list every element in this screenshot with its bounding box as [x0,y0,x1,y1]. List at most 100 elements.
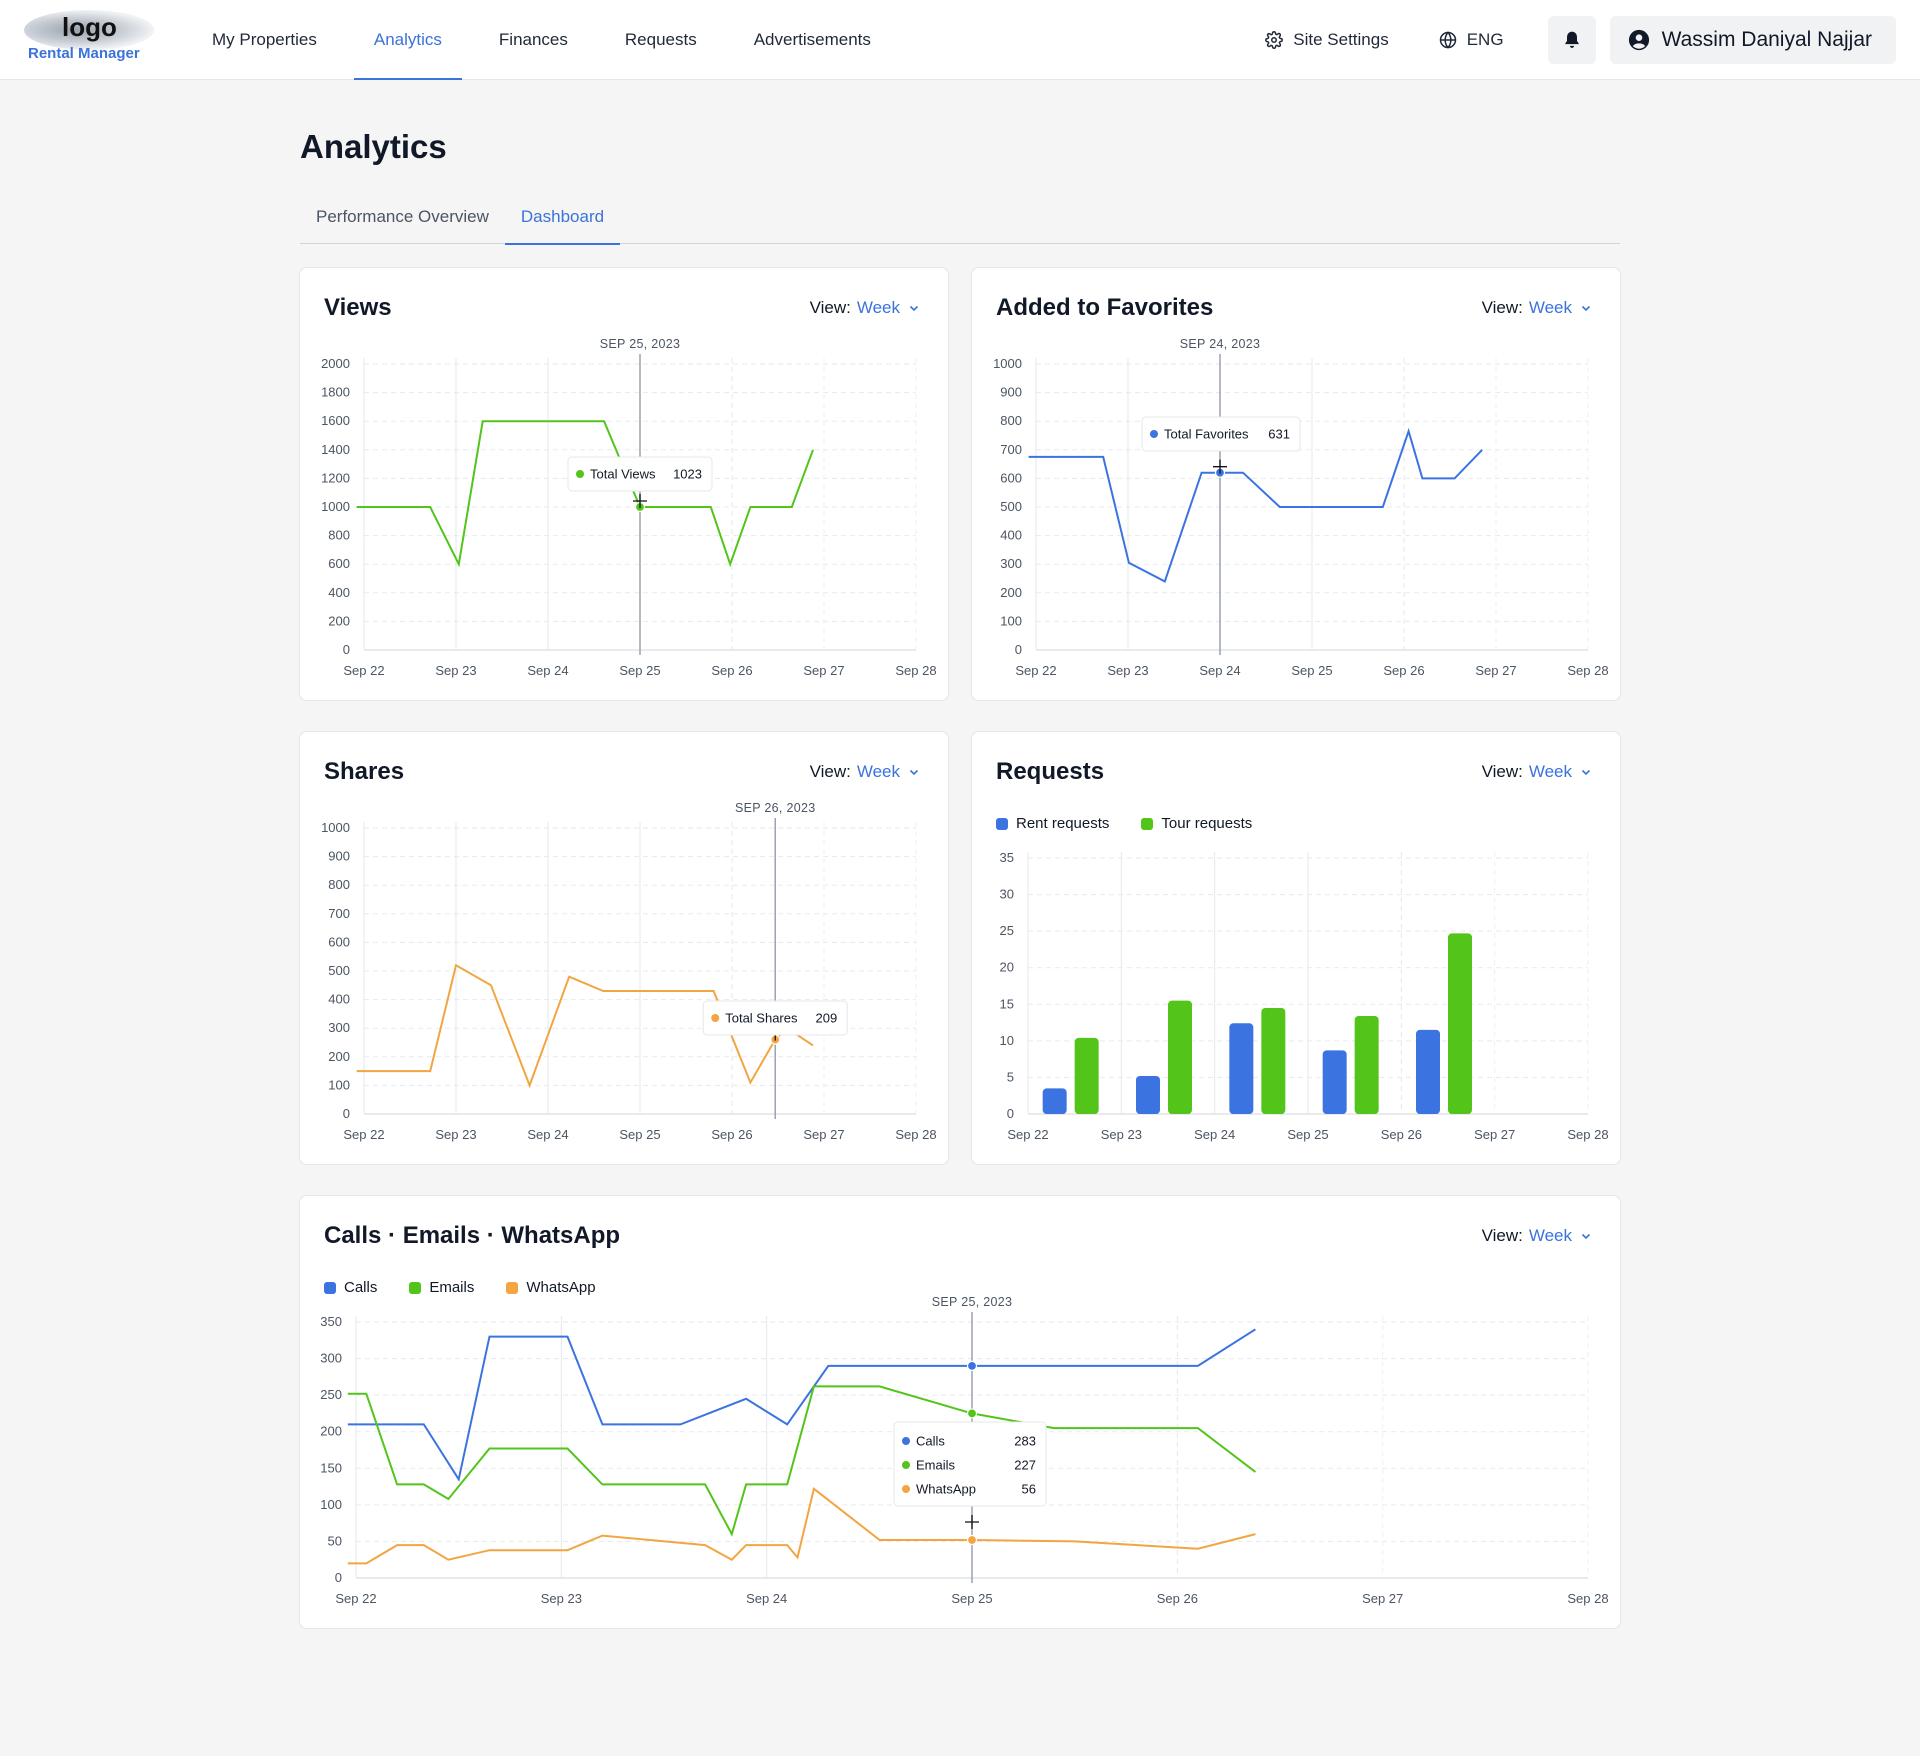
x-tick-label: Sep 28 [1567,663,1608,678]
bar-rent-requests [1042,1088,1067,1114]
views-chart[interactable]: 0 200 400 600 800 1000 1200 1400 1600 1800 2000 Sep… [300,268,950,702]
series-line-total-favorites [1028,427,1483,583]
view-value: Week [856,298,900,317]
views-card-title: Views [324,294,392,321]
tooltip-value: 1023 [673,467,702,482]
x-tick-label: Sep 26 [1381,1127,1422,1142]
crosshair-date-label: SEP 26, 2023 [735,801,816,815]
y-tick-label: 400 [328,992,350,1007]
x-tick-label: Sep 25 [1291,663,1332,678]
nav-finances[interactable]: Finances [498,30,568,49]
series-line-calls [347,1328,1256,1482]
tooltip-label: Total Favorites [1164,427,1249,442]
nav-requests[interactable]: Requests [624,30,697,49]
legend-item-emails[interactable]: Emails [409,1279,474,1296]
favorites-chart[interactable]: 0 100 200 300 400 500 600 700 800 900 1000 Sep 22 Se… [972,268,1622,702]
bar-rent-requests [1229,1023,1254,1114]
x-tick-label: Sep 27 [1474,1127,1515,1142]
y-tick-label: 700 [1000,442,1022,457]
cursor-crosshair-icon [633,494,647,508]
site-settings-label: Site Settings [1293,30,1389,49]
chart-tooltip: Total Views 1023 [567,456,713,492]
y-tick-label: 100 [320,1497,342,1512]
y-tick-label: 1400 [321,442,350,457]
nav-advertisements[interactable]: Advertisements [753,30,871,49]
tooltip-dot [902,1461,910,1469]
legend-item-whatsapp[interactable]: WhatsApp [506,1279,596,1296]
bar-tour-requests [1354,1015,1379,1114]
tab-dashboard[interactable]: Dashboard [504,200,621,245]
nav-analytics[interactable]: Analytics [353,0,462,80]
y-tick-label: 10 [1000,1033,1014,1048]
bar-rent-requests [1416,1029,1440,1114]
logo-subtitle: Rental Manager [28,45,140,62]
legend-item-rent-requests[interactable]: Rent requests [996,815,1109,832]
language-label: ENG [1466,30,1504,49]
y-tick-label: 200 [320,1424,342,1439]
top-navigation-bar: logo Rental Manager My Properties Analyt… [0,0,1920,80]
y-tick-label: 200 [328,613,350,628]
user-menu-button[interactable]: Wassim Daniyal Najjar [1609,16,1896,64]
view-value: Week [856,762,900,781]
x-tick-label: Sep 23 [1101,1127,1142,1142]
y-tick-label: 200 [328,1049,350,1064]
globe-icon [1439,31,1456,49]
contacts-view-selector[interactable]: View: Week [1482,1226,1592,1246]
requests-chart[interactable]: 0 5 10 15 20 25 30 35 Sep 22 Sep 23 Sep 24 Sep 25 Se… [972,732,1622,1166]
x-tick-label: Sep 27 [803,1127,844,1142]
tooltip-label: Calls [916,1434,945,1449]
legend-item-tour-requests[interactable]: Tour requests [1141,815,1252,832]
x-tick-label: Sep 25 [619,1127,660,1142]
y-tick-label: 300 [328,1020,350,1035]
favorites-card-title: Added to Favorites [996,294,1214,321]
notifications-button[interactable] [1547,16,1596,64]
views-view-selector[interactable]: View: Week [810,298,920,318]
x-tick-label: Sep 23 [435,663,476,678]
nav-my-properties[interactable]: My Properties [212,30,317,49]
shares-view-selector[interactable]: View: Week [810,762,920,782]
tab-performance-overview[interactable]: Performance Overview [316,207,489,226]
y-tick-label: 300 [320,1351,342,1366]
logo[interactable]: logo Rental Manager [22,8,157,66]
x-tick-label: Sep 25 [1287,1127,1328,1142]
y-tick-label: 25 [1000,923,1014,938]
gear-icon [1265,31,1284,49]
page-title: Analytics [300,128,447,165]
y-tick-label: 5 [1007,1069,1014,1084]
user-name: Wassim Daniyal Najjar [1661,28,1872,51]
tooltip-box [893,1421,1047,1507]
series-line-total-shares [356,963,814,1089]
tooltip-box [702,1000,848,1036]
x-tick-label: Sep 26 [711,1127,752,1142]
requests-card: Requests View: Week Rent requests Tour r… [971,731,1621,1165]
legend-item-calls[interactable]: Calls [324,1279,377,1296]
tooltip-value: 631 [1268,427,1290,442]
favorites-view-selector[interactable]: View: Week [1482,298,1592,318]
y-tick-label: 700 [328,906,350,921]
views-card: Views View: Week 0 200 400 600 800 1000 1200 14… [299,267,949,701]
contacts-card: Calls · Emails · WhatsApp View: Week Cal… [299,1195,1621,1629]
cursor-crosshair-icon [965,1514,979,1529]
tooltip-value: 283 [1014,1434,1036,1449]
site-settings-link[interactable]: Site Settings [1265,30,1389,50]
y-tick-label: 600 [328,934,350,949]
tooltip-value: 209 [816,1011,838,1026]
requests-view-selector[interactable]: View: Week [1482,762,1592,782]
x-tick-label: Sep 26 [711,663,752,678]
view-label: View: [809,762,851,781]
x-tick-label: Sep 22 [343,663,384,678]
tooltip-dot [711,1014,720,1022]
y-tick-label: 20 [1000,960,1014,975]
analytics-tabs: Performance Overview Dashboard [300,200,1620,245]
bar-rent-requests [1136,1075,1160,1114]
y-tick-label: 900 [1000,385,1022,400]
shares-chart[interactable]: 0 100 200 300 400 500 600 700 800 900 1000 Sep 22 Se… [300,732,950,1166]
y-tick-label: 800 [1000,413,1022,428]
x-tick-label: Sep 23 [435,1127,476,1142]
hover-point [966,1360,978,1371]
tooltip-label: Total Views [590,467,656,482]
language-selector[interactable]: ENG [1439,30,1504,50]
x-tick-label: Sep 24 [1194,1127,1235,1142]
requests-legend: Rent requests Tour requests [996,815,1284,832]
contacts-chart[interactable]: 0 50 100 150 200 250 300 350 Sep 22 Sep 23 Sep 24 S… [300,1196,1622,1630]
